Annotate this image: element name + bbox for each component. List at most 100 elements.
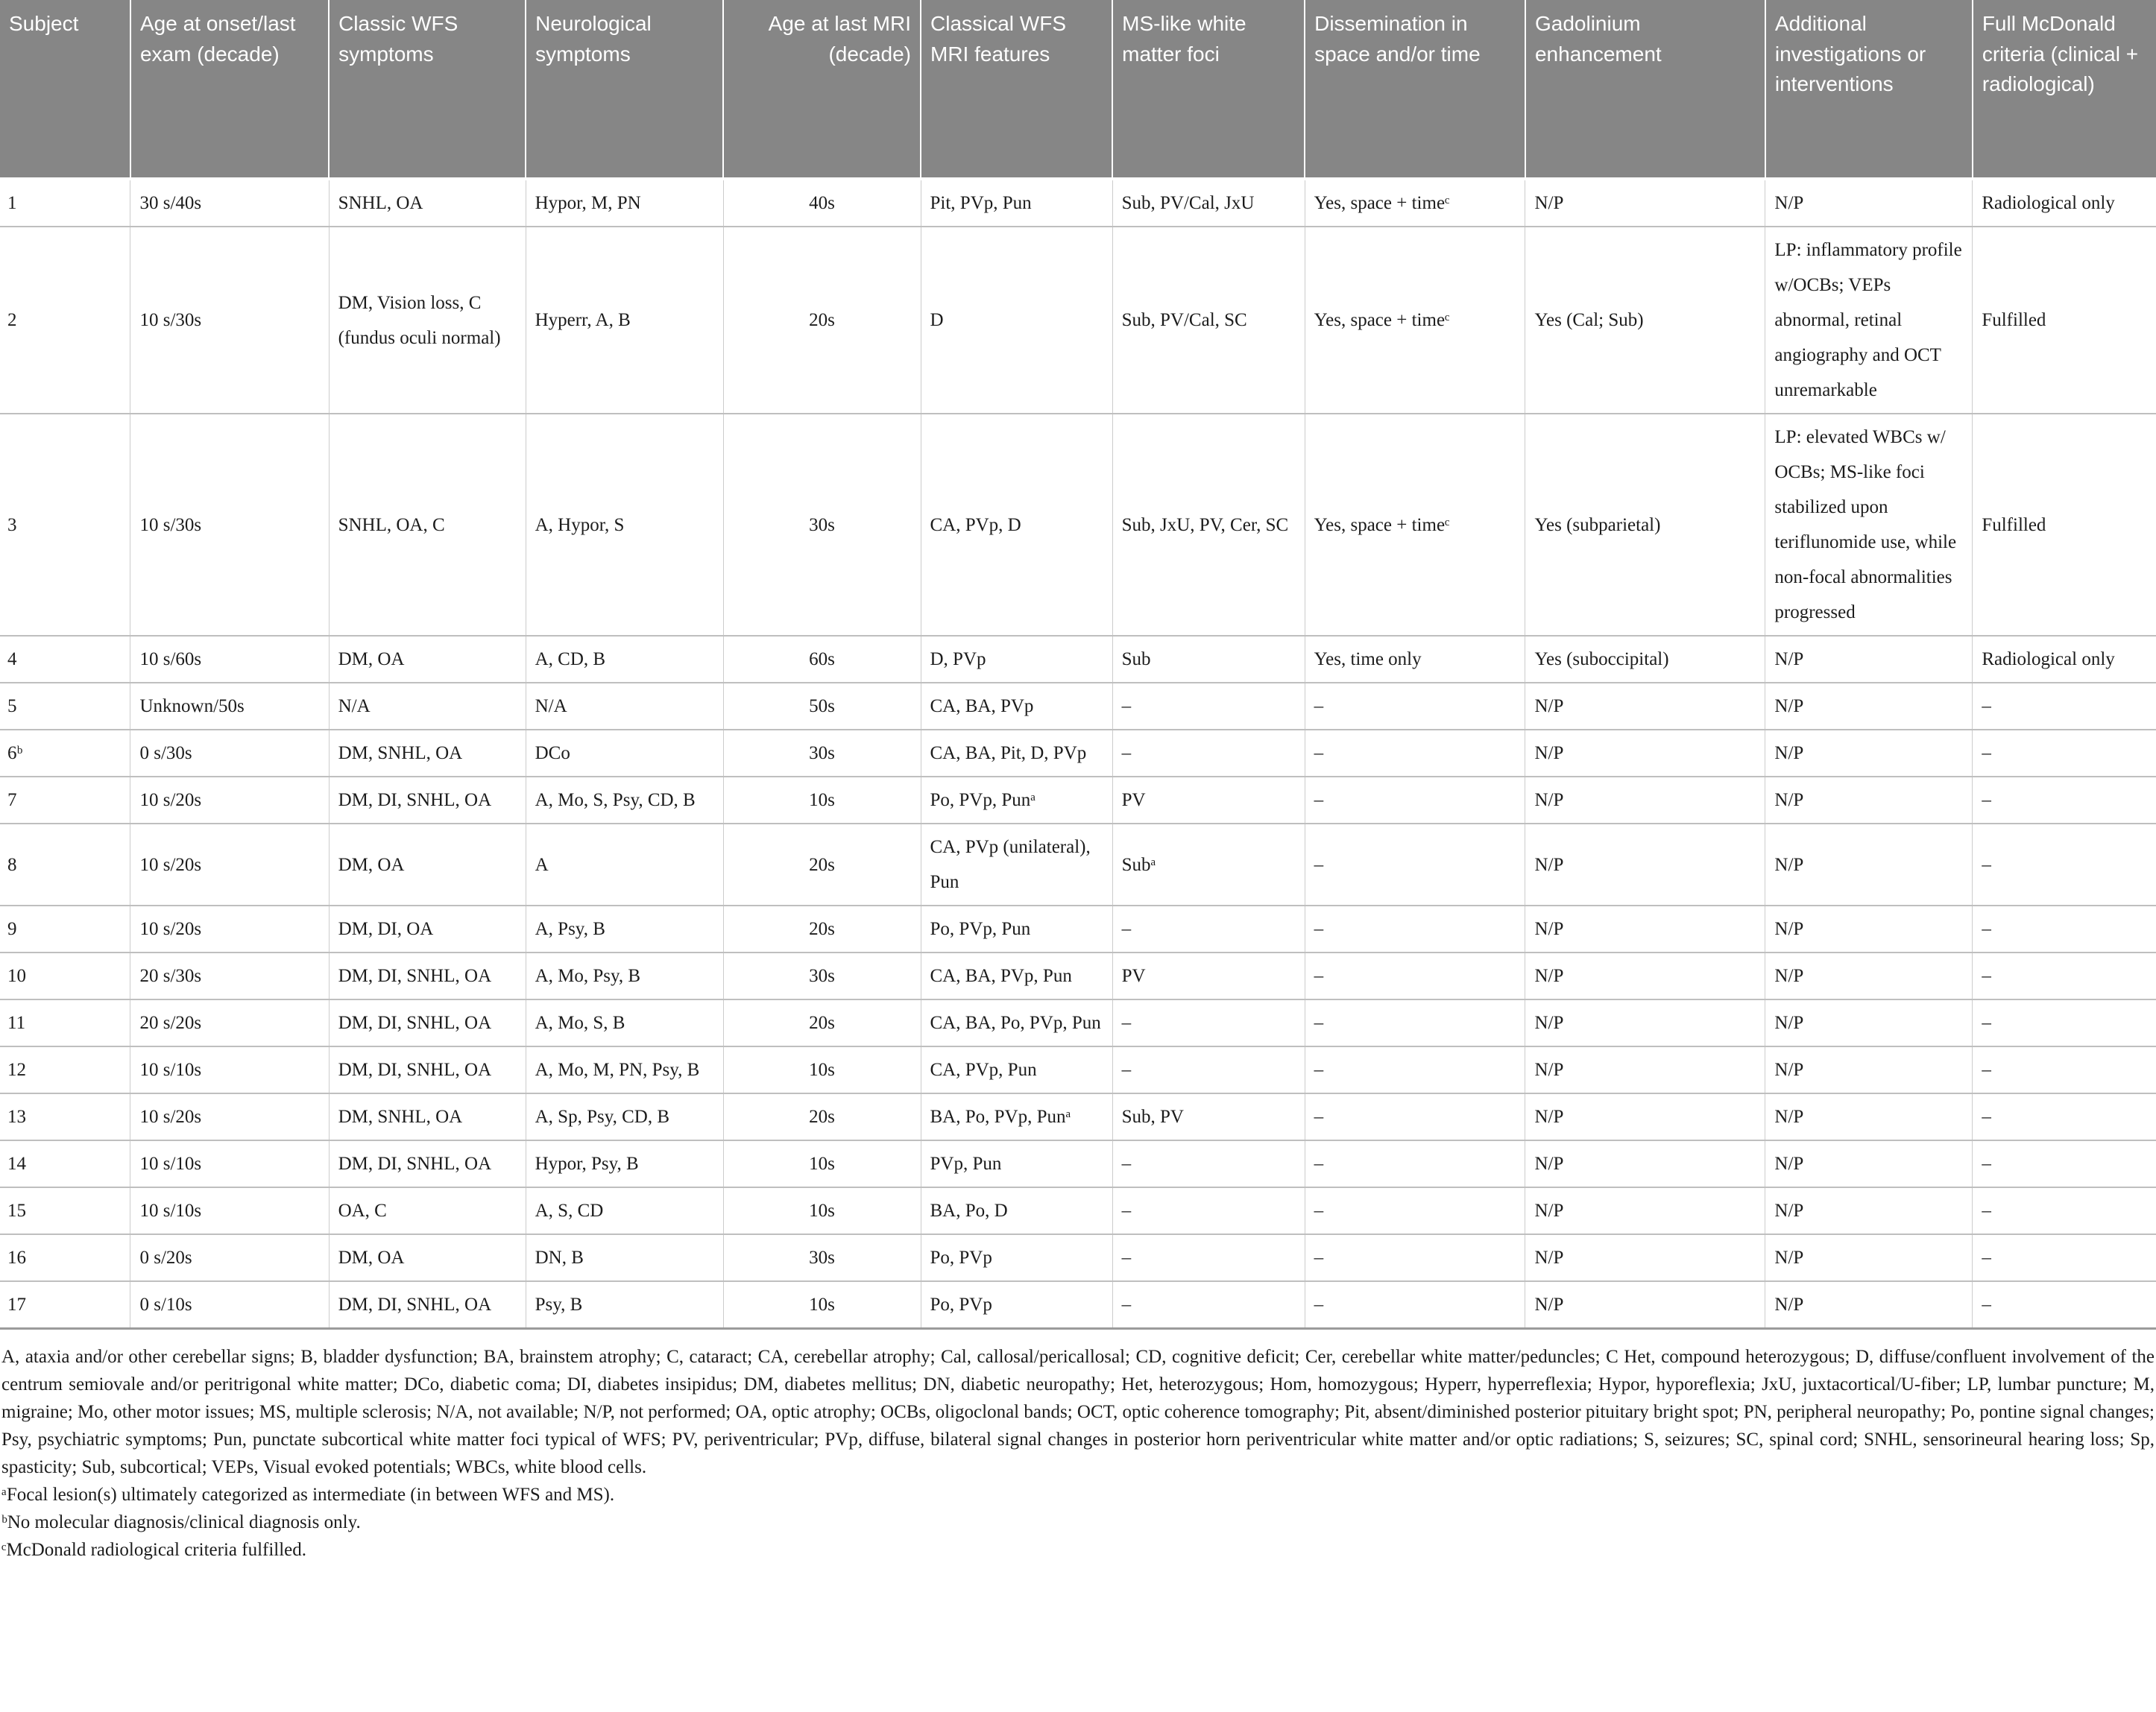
table-row: 15 10 s/10s OA, C A, S, CD 10s BA, Po, D – – N/P… xyxy=(0,1187,2156,1234)
table-cell: – xyxy=(1112,1140,1305,1187)
table-cell: N/P xyxy=(1765,952,1973,999)
table-cell: 30s xyxy=(723,413,921,636)
table-cell: BA, Po, PVp, Punᵃ xyxy=(921,1093,1113,1140)
table-cell: N/P xyxy=(1765,635,1973,683)
table-cell: Psy, B xyxy=(526,1280,724,1329)
table-row: 12 10 s/10s DM, DI, SNHL, OA A, Mo, M, PN, … xyxy=(0,1046,2156,1093)
table-cell: 30s xyxy=(723,1234,921,1281)
table-cell: Po, PVp xyxy=(921,1280,1113,1329)
table-cell: DM, DI, SNHL, OA xyxy=(329,1140,526,1187)
table-cell: Yes (suboccipital) xyxy=(1525,635,1766,683)
table-cell: Yes, time only xyxy=(1305,635,1526,683)
table-cell: N/P xyxy=(1525,179,1766,227)
table-cell: 7 xyxy=(0,776,131,824)
table-cell: – xyxy=(1972,1234,2156,1281)
table-cell: Subᵃ xyxy=(1112,823,1305,906)
table-cell: Unknown/50s xyxy=(130,682,330,730)
table-cell: – xyxy=(1972,1093,2156,1140)
table-cell: 10 s/30s xyxy=(130,226,330,414)
table-cell: N/P xyxy=(1765,823,1973,906)
table-cell: Radiological only xyxy=(1972,635,2156,683)
wfs-ms-comparison-table: Subject Age at onset/last exam (decade) Cl… xyxy=(0,0,2156,1330)
table-cell: 20s xyxy=(723,823,921,906)
table-cell: Yes, space + timeᶜ xyxy=(1305,226,1526,414)
table-cell: 10s xyxy=(723,1280,921,1329)
table-cell: – xyxy=(1305,905,1526,953)
table-cell: 10 s/20s xyxy=(130,1093,330,1140)
table-cell: Hypor, M, PN xyxy=(526,179,724,227)
table-cell: 20 s/30s xyxy=(130,952,330,999)
table-cell: 0 s/10s xyxy=(130,1280,330,1329)
table-cell: DM, SNHL, OA xyxy=(329,1093,526,1140)
table-cell: PVp, Pun xyxy=(921,1140,1113,1187)
table-cell: – xyxy=(1305,1046,1526,1093)
table-cell: A, Mo, S, B xyxy=(526,999,724,1046)
table-cell: – xyxy=(1972,1046,2156,1093)
table-row: 16 0 s/20s DM, OA DN, B 30s Po, PVp – – N/P N/P – xyxy=(0,1234,2156,1281)
abbreviations-note: A, ataxia and/or other cerebellar signs;… xyxy=(1,1347,2155,1477)
table-cell: 0 s/20s xyxy=(130,1234,330,1281)
table-cell: N/P xyxy=(1765,1187,1973,1234)
table-cell: 10s xyxy=(723,1187,921,1234)
table-row: 11 20 s/20s DM, DI, SNHL, OA A, Mo, S, B 20s… xyxy=(0,999,2156,1046)
table-cell: 10 s/20s xyxy=(130,823,330,906)
table-cell: – xyxy=(1305,823,1526,906)
table-cell: – xyxy=(1112,905,1305,953)
table-cell: Hypor, Psy, B xyxy=(526,1140,724,1187)
table-cell: – xyxy=(1305,1093,1526,1140)
table-cell: CA, BA, PVp, Pun xyxy=(921,952,1113,999)
table-cell: N/P xyxy=(1525,1046,1766,1093)
table-cell: 13 xyxy=(0,1093,131,1140)
table-cell: Po, PVp, Punᵃ xyxy=(921,776,1113,824)
table-cell: 8 xyxy=(0,823,131,906)
table-cell: – xyxy=(1972,999,2156,1046)
table-cell: – xyxy=(1305,1234,1526,1281)
table-cell: – xyxy=(1112,1280,1305,1329)
table-cell: 10 s/10s xyxy=(130,1046,330,1093)
column-header: Dissemination in space and/or time xyxy=(1305,0,1526,180)
table-cell: – xyxy=(1112,682,1305,730)
table-cell: BA, Po, D xyxy=(921,1187,1113,1234)
table-cell: Sub, PV xyxy=(1112,1093,1305,1140)
table-cell: 40s xyxy=(723,179,921,227)
table-cell: – xyxy=(1305,999,1526,1046)
table-cell: – xyxy=(1112,1187,1305,1234)
table-cell: 2 xyxy=(0,226,131,414)
table-cell: CA, BA, PVp xyxy=(921,682,1113,730)
footnotes: A, ataxia and/or other cerebellar signs;… xyxy=(0,1330,2156,1568)
table-cell: N/P xyxy=(1765,179,1973,227)
table-cell: DM, DI, OA xyxy=(329,905,526,953)
table-cell: N/P xyxy=(1525,952,1766,999)
table-cell: N/P xyxy=(1525,1187,1766,1234)
table-cell: D xyxy=(921,226,1113,414)
table-cell: 15 xyxy=(0,1187,131,1234)
table-cell: A, CD, B xyxy=(526,635,724,683)
table-cell: DM, DI, SNHL, OA xyxy=(329,776,526,824)
column-header: Neurological symptoms xyxy=(526,0,725,180)
table-cell: – xyxy=(1972,1280,2156,1329)
table-cell: N/P xyxy=(1525,729,1766,777)
table-cell: – xyxy=(1305,952,1526,999)
column-header: Age at last MRI (decade) xyxy=(723,0,921,180)
table-row: 2 10 s/30s DM, Vision loss, C (fundus ocul… xyxy=(0,226,2156,414)
table-cell: Hyperr, A, B xyxy=(526,226,724,414)
table-cell: SNHL, OA xyxy=(329,179,526,227)
table-cell: 11 xyxy=(0,999,131,1046)
table-cell: N/P xyxy=(1765,1093,1973,1140)
table-cell: LP: elevated WBCs w/ OCBs; MS-like foci … xyxy=(1765,413,1973,636)
table-cell: 4 xyxy=(0,635,131,683)
table-row: 17 0 s/10s DM, DI, SNHL, OA Psy, B 10s Po, PV… xyxy=(0,1280,2156,1329)
table-cell: A, Mo, Psy, B xyxy=(526,952,724,999)
table-cell: Po, PVp xyxy=(921,1234,1113,1281)
table-cell: 10s xyxy=(723,1140,921,1187)
table-cell: N/A xyxy=(526,682,724,730)
column-header: Full McDonald criteria (clinical + radio… xyxy=(1972,0,2156,180)
table-cell: – xyxy=(1305,682,1526,730)
column-header: Classic WFS symptoms xyxy=(329,0,527,180)
table-cell: DM, DI, SNHL, OA xyxy=(329,952,526,999)
table-row: 7 10 s/20s DM, DI, SNHL, OA A, Mo, S, Psy, … xyxy=(0,776,2156,824)
table-cell: DN, B xyxy=(526,1234,724,1281)
table-cell: CA, BA, Pit, D, PVp xyxy=(921,729,1113,777)
table-cell: – xyxy=(1305,1140,1526,1187)
